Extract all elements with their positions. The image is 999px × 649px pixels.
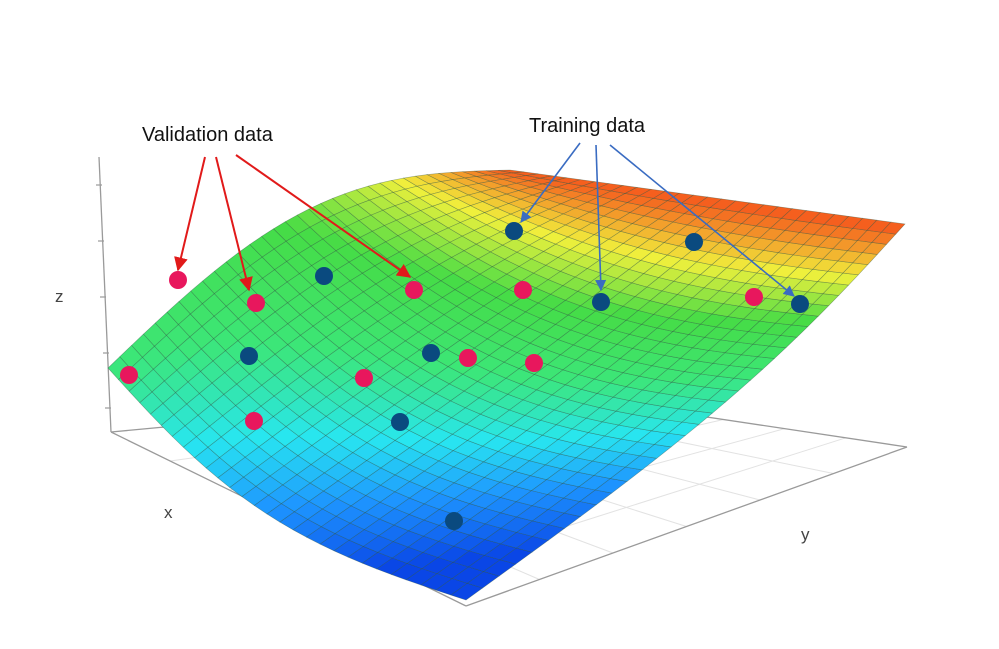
training-point	[505, 222, 523, 240]
z-axis-line	[98, 156, 112, 433]
validation-point	[245, 412, 263, 430]
training-point	[315, 267, 333, 285]
validation-point	[355, 369, 373, 387]
z-ticks	[96, 184, 111, 409]
validation-point	[247, 294, 265, 312]
validation-point	[459, 349, 477, 367]
training-point	[592, 293, 610, 311]
z-axis-label: z	[55, 287, 64, 306]
training-point	[791, 295, 809, 313]
validation-point	[745, 288, 763, 306]
training-arrow	[595, 144, 607, 292]
validation-point	[514, 281, 532, 299]
training-points	[240, 222, 809, 530]
validation-point	[525, 354, 543, 372]
training-arrows	[520, 142, 795, 297]
training-point	[422, 344, 440, 362]
surface-cell	[880, 221, 906, 235]
y-axis-line	[465, 446, 908, 607]
training-arrow	[609, 144, 795, 297]
y-axis-label: y	[801, 525, 810, 544]
validation-arrow	[215, 156, 253, 292]
training-point	[391, 413, 409, 431]
validation-point	[405, 281, 423, 299]
x-axis-label: x	[164, 503, 173, 522]
surface-mesh	[107, 169, 906, 601]
validation-point	[169, 271, 187, 289]
training-point	[685, 233, 703, 251]
validation-data-label: Validation data	[142, 124, 274, 146]
training-point	[240, 347, 258, 365]
validation-point	[120, 366, 138, 384]
training-point	[445, 512, 463, 530]
training-data-label: Training data	[529, 115, 646, 137]
validation-arrows	[174, 154, 412, 292]
training-arrow	[520, 142, 581, 223]
validation-arrow	[174, 156, 206, 272]
validation-points	[120, 271, 763, 430]
validation-arrow	[235, 154, 412, 278]
